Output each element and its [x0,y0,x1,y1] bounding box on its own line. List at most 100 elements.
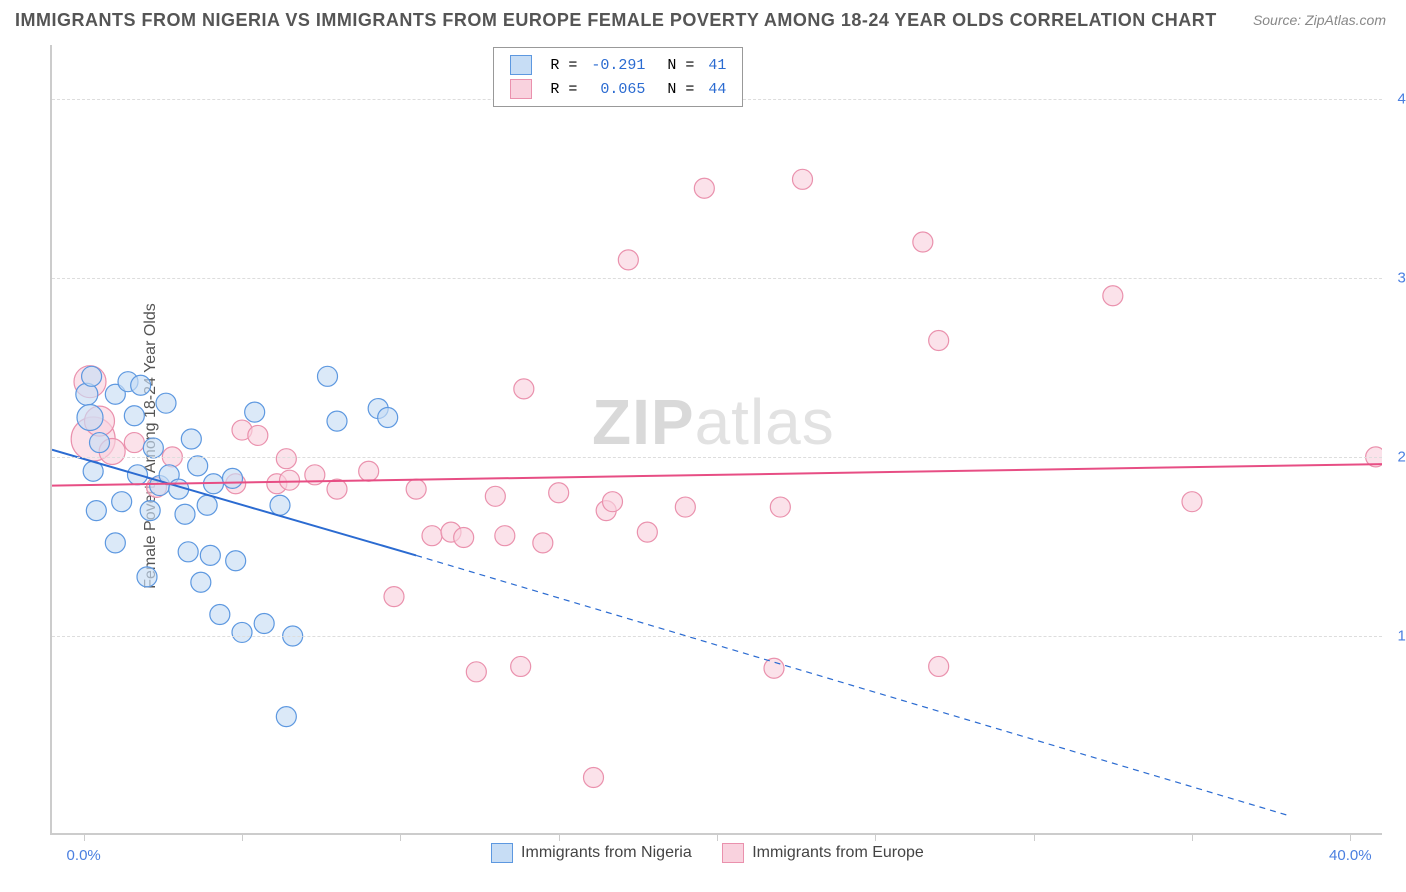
legend-item: Immigrants from Europe [722,843,924,863]
y-tick-label: 40.0% [1397,90,1406,107]
legend-r-value: 0.065 [585,78,651,100]
data-point [175,504,195,524]
x-tick-mark [875,833,876,841]
data-point [82,366,102,386]
data-point [124,406,144,426]
data-point [210,605,230,625]
legend-swatch [491,843,513,863]
data-point [181,429,201,449]
data-point [191,572,211,592]
legend-row: R =0.065N =44 [504,78,732,100]
data-point [913,232,933,252]
data-point [694,178,714,198]
data-point [549,483,569,503]
data-point [359,461,379,481]
data-point [327,411,347,431]
x-tick-mark [559,833,560,841]
legend-r-label: R = [544,54,583,76]
data-point [485,486,505,506]
x-tick-mark [1350,833,1351,841]
legend-row: R =-0.291N =41 [504,54,732,76]
legend-swatch [510,79,532,99]
chart-container: IMMIGRANTS FROM NIGERIA VS IMMIGRANTS FR… [0,0,1406,892]
data-point [637,522,657,542]
data-point [200,545,220,565]
data-point [197,495,217,515]
data-point [514,379,534,399]
data-point [318,366,338,386]
x-tick-mark [1034,833,1035,841]
regression-line-extrapolated [416,555,1287,815]
data-point [223,468,243,488]
data-point [584,767,604,787]
correlation-legend: R =-0.291N =41R =0.065N =44 [493,47,743,107]
y-tick-label: 10.0% [1397,628,1406,645]
data-point [511,656,531,676]
data-point [178,542,198,562]
legend-n-label: N = [653,54,700,76]
data-point [276,707,296,727]
data-point [533,533,553,553]
data-point [112,492,132,512]
data-point [254,613,274,633]
data-point [86,501,106,521]
data-point [105,533,125,553]
legend-swatch [722,843,744,863]
data-point [929,656,949,676]
data-point [384,587,404,607]
series-legend: Immigrants from Nigeria Immigrants from … [476,843,939,863]
data-point [618,250,638,270]
legend-n-label: N = [653,78,700,100]
data-point [90,433,110,453]
y-tick-label: 30.0% [1397,269,1406,286]
x-tick-label: 40.0% [1329,847,1372,864]
data-point [1182,492,1202,512]
x-tick-mark [1192,833,1193,841]
legend-r-label: R = [544,78,583,100]
data-point [76,383,98,405]
legend-label: Immigrants from Nigeria [517,844,692,861]
legend-swatch [510,55,532,75]
data-point [270,495,290,515]
x-tick-mark [400,833,401,841]
data-point [276,449,296,469]
data-point [280,470,300,490]
data-point [1103,286,1123,306]
data-point [378,408,398,428]
legend-n-value: 44 [702,78,732,100]
data-point [248,425,268,445]
data-point [454,528,474,548]
data-point [603,492,623,512]
regression-line [52,464,1382,485]
data-point [232,622,252,642]
x-tick-mark [242,833,243,841]
y-tick-label: 20.0% [1397,448,1406,465]
data-point [793,169,813,189]
gridline [52,457,1382,458]
chart-title: IMMIGRANTS FROM NIGERIA VS IMMIGRANTS FR… [15,10,1217,31]
data-point [124,433,144,453]
source-label: Source: ZipAtlas.com [1253,12,1386,28]
correlation-table: R =-0.291N =41R =0.065N =44 [502,52,734,102]
data-point [137,567,157,587]
x-tick-label: 0.0% [67,847,101,864]
chart-svg [52,45,1382,833]
data-point [675,497,695,517]
data-point [327,479,347,499]
data-point [770,497,790,517]
data-point [143,438,163,458]
x-tick-mark [84,833,85,841]
x-tick-mark [717,833,718,841]
plot-area: ZIPatlas 10.0%20.0%30.0%40.0%0.0%40.0% [50,45,1382,835]
legend-item: Immigrants from Nigeria [491,843,692,863]
legend-n-value: 41 [702,54,732,76]
data-point [188,456,208,476]
data-point [226,551,246,571]
legend-r-value: -0.291 [585,54,651,76]
data-point [422,526,442,546]
data-point [466,662,486,682]
data-point [764,658,784,678]
data-point [929,331,949,351]
gridline [52,278,1382,279]
data-point [140,501,160,521]
